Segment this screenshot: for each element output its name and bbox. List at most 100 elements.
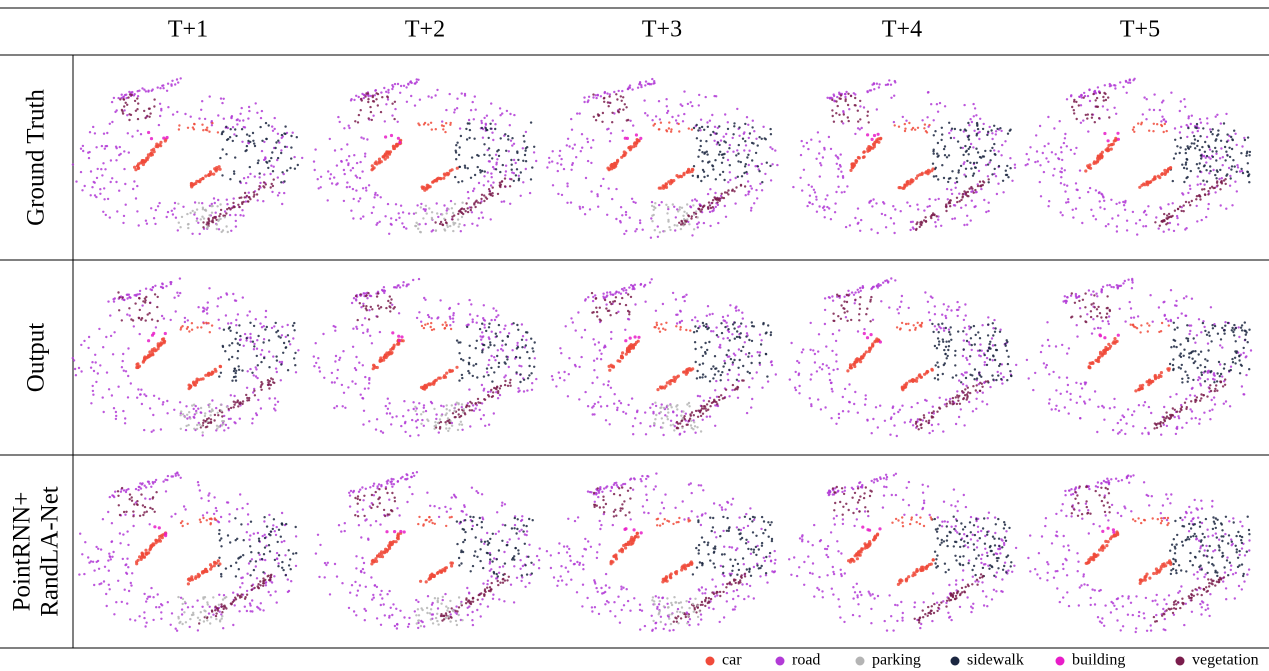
point bbox=[293, 357, 295, 359]
point bbox=[629, 145, 632, 148]
point bbox=[1002, 191, 1004, 193]
point bbox=[591, 406, 593, 408]
point bbox=[755, 152, 757, 154]
point bbox=[125, 102, 127, 104]
point bbox=[847, 104, 849, 106]
point bbox=[333, 325, 335, 327]
point bbox=[679, 328, 681, 330]
point bbox=[1086, 117, 1088, 119]
point bbox=[272, 185, 274, 187]
point bbox=[145, 319, 147, 321]
point bbox=[727, 159, 729, 161]
point bbox=[148, 108, 150, 110]
point bbox=[525, 344, 527, 346]
point bbox=[202, 129, 204, 131]
point bbox=[910, 419, 912, 421]
point bbox=[963, 104, 965, 106]
point bbox=[249, 166, 251, 168]
point bbox=[810, 322, 812, 324]
point bbox=[1009, 129, 1011, 131]
point bbox=[1006, 339, 1008, 341]
point bbox=[254, 145, 256, 147]
point bbox=[136, 210, 138, 212]
point bbox=[447, 417, 449, 419]
point bbox=[153, 105, 155, 107]
point bbox=[1236, 190, 1238, 192]
point bbox=[1066, 98, 1068, 100]
point bbox=[916, 204, 918, 206]
point bbox=[199, 233, 201, 235]
point bbox=[1123, 204, 1125, 206]
point bbox=[648, 83, 650, 85]
point bbox=[666, 212, 668, 214]
point bbox=[177, 81, 179, 83]
point bbox=[634, 230, 636, 232]
point bbox=[991, 173, 993, 175]
point bbox=[1197, 167, 1199, 169]
point bbox=[517, 391, 519, 393]
point bbox=[937, 219, 939, 221]
point bbox=[851, 291, 853, 293]
point bbox=[376, 316, 378, 318]
point bbox=[964, 371, 966, 373]
point bbox=[477, 155, 479, 157]
point bbox=[394, 306, 396, 308]
point bbox=[235, 135, 237, 137]
point bbox=[488, 188, 490, 190]
point bbox=[838, 114, 840, 116]
point bbox=[219, 203, 221, 205]
point bbox=[233, 376, 235, 378]
point bbox=[667, 408, 669, 410]
point bbox=[499, 184, 501, 186]
point bbox=[972, 410, 974, 412]
point bbox=[94, 132, 96, 134]
point bbox=[699, 364, 701, 366]
point bbox=[801, 140, 803, 142]
point bbox=[816, 370, 818, 372]
point bbox=[431, 230, 433, 232]
point bbox=[1228, 147, 1230, 149]
point bbox=[467, 167, 469, 169]
point bbox=[979, 382, 981, 384]
point bbox=[1102, 105, 1104, 107]
point bbox=[598, 341, 600, 343]
point bbox=[126, 114, 128, 116]
point bbox=[389, 306, 391, 308]
point bbox=[667, 110, 669, 112]
point bbox=[929, 319, 931, 321]
point bbox=[281, 171, 283, 173]
point bbox=[724, 326, 726, 328]
point bbox=[339, 357, 341, 359]
point bbox=[1244, 139, 1246, 141]
point bbox=[968, 135, 970, 137]
point bbox=[137, 95, 139, 97]
point bbox=[124, 183, 126, 185]
point bbox=[397, 335, 400, 338]
point bbox=[966, 393, 968, 395]
point bbox=[228, 327, 230, 329]
point bbox=[376, 366, 379, 369]
point bbox=[693, 414, 695, 416]
point bbox=[1217, 129, 1219, 131]
point bbox=[698, 127, 700, 129]
point bbox=[224, 350, 226, 352]
point bbox=[1096, 97, 1098, 99]
point bbox=[1087, 130, 1089, 132]
point bbox=[123, 215, 125, 217]
point bbox=[593, 413, 595, 415]
point bbox=[690, 101, 692, 103]
point bbox=[254, 394, 256, 396]
point bbox=[414, 104, 416, 106]
point bbox=[1094, 121, 1096, 123]
point bbox=[865, 394, 867, 396]
point bbox=[341, 384, 343, 386]
point bbox=[454, 176, 456, 178]
point bbox=[966, 160, 968, 162]
point bbox=[342, 405, 344, 407]
point bbox=[994, 331, 996, 333]
point bbox=[315, 362, 317, 364]
point bbox=[285, 336, 287, 338]
point bbox=[973, 172, 975, 174]
point bbox=[1229, 185, 1231, 187]
point bbox=[1163, 213, 1165, 215]
